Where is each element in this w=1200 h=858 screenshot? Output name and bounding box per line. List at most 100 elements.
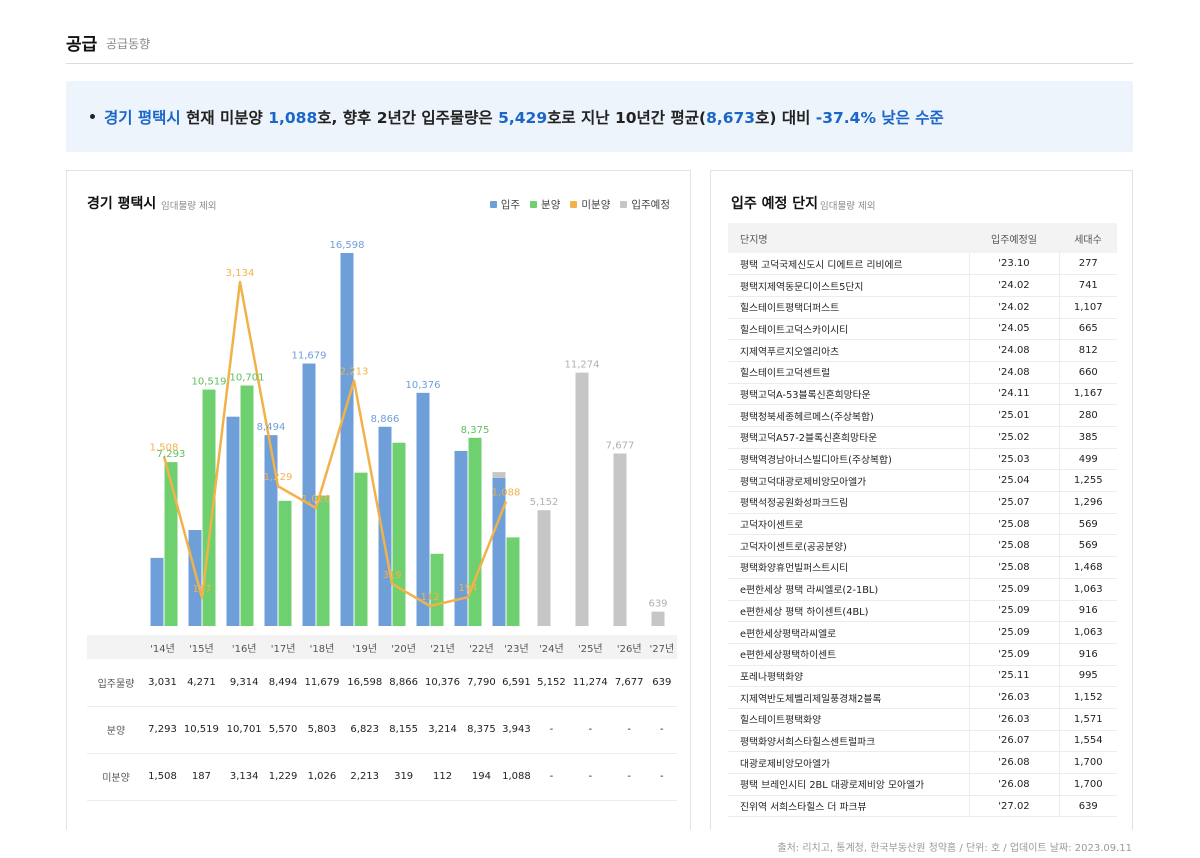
summary-part-3: 호로 지난 10년간 평균(: [547, 109, 707, 127]
project-row: 고덕자이센트로(공공분양) '25.08 569: [728, 534, 1117, 558]
project-row: 평택지제역동문디이스트5단지 '24.02 741: [728, 274, 1117, 297]
year-header: '26년: [611, 635, 647, 659]
project-units: 639: [1059, 795, 1117, 818]
year-header: '21년: [421, 635, 464, 659]
legend-label: 입주예정: [631, 199, 670, 211]
project-row: 진위역 서희스타힐스 더 파크뷰 '27.02 639: [728, 795, 1117, 818]
project-units: 385: [1059, 426, 1117, 449]
data-label-move: 11,679: [292, 351, 327, 362]
legend-item: 미분양: [570, 197, 610, 212]
project-units: 812: [1059, 339, 1117, 362]
table-cell: -: [568, 753, 612, 801]
projects-panel: 입주 예정 단지 임대물량 제외 단지명 입주예정일 세대수 평택 고덕국제신도…: [710, 170, 1133, 830]
project-name: 평택고덕대광로제비앙모아엘가: [728, 469, 970, 493]
data-label-move: 16,598: [330, 240, 365, 251]
data-label-unsold: 319: [382, 570, 401, 581]
table-cell: 6,591: [498, 659, 534, 707]
bar-move: [302, 363, 316, 626]
project-row: 지제역푸르지오엘리아츠 '24.08 812: [728, 339, 1117, 362]
project-row: 평택청북세종헤르메스(주상복합) '25.01 280: [728, 404, 1117, 427]
summary-part-4: 호) 대비: [755, 109, 816, 127]
project-units: 995: [1059, 665, 1117, 688]
project-units: 499: [1059, 448, 1117, 471]
data-label-unsold: 194: [458, 583, 477, 594]
table-cell: 8,866: [386, 659, 422, 707]
table-cell: 112: [421, 753, 464, 801]
legend-item: 입주: [489, 197, 520, 212]
table-cell: 9,314: [222, 659, 266, 707]
project-name: 평택석정공원화성파크드림: [728, 491, 970, 514]
line-unsold: [162, 280, 508, 608]
project-units: 1,700: [1059, 751, 1117, 774]
row-label: 입주물량: [87, 659, 145, 707]
year-header: '17년: [265, 635, 301, 659]
project-row: 힐스테이트고덕센트럴 '24.08 660: [728, 361, 1117, 384]
project-name: 힐스테이트고덕스카이시티: [728, 318, 970, 341]
table-cell: 3,943: [498, 706, 534, 754]
bar-move: [226, 416, 240, 626]
legend-item: 분양: [530, 197, 560, 212]
summary-average: 8,673: [706, 109, 756, 127]
table-cell: -: [611, 706, 647, 754]
data-label-unsold: 187: [192, 584, 211, 595]
table-cell: 4,271: [180, 659, 223, 707]
project-date: '26.07: [969, 730, 1060, 753]
table-row: 분양 7,293 10,519 10,701 5,570 5,803 6,823 8,155 3…: [87, 706, 677, 754]
data-label-plan: 7,677: [606, 440, 635, 451]
legend-swatch: [489, 201, 497, 208]
project-date: '25.07: [969, 491, 1060, 514]
table-cell: 1,088: [498, 753, 534, 801]
table-cell: -: [533, 753, 569, 801]
bar-move: [454, 450, 468, 626]
bar-move: [416, 392, 430, 626]
table-cell: 8,494: [265, 659, 301, 707]
project-name: 지제역반도체벨리제일풍경채2블록: [728, 686, 970, 709]
project-row: 평택고덕대광로제비앙모아엘가 '25.04 1,255: [728, 469, 1117, 493]
legend-swatch: [620, 201, 628, 208]
year-header: '22년: [463, 635, 499, 659]
table-cell: -: [646, 753, 677, 801]
table-cell: -: [646, 706, 677, 754]
project-date: '25.01: [969, 404, 1060, 427]
project-units: 660: [1059, 361, 1117, 384]
project-date: '24.05: [969, 318, 1060, 341]
bar-sale: [468, 437, 482, 626]
year-header: '20년: [386, 635, 422, 659]
table-header-row: '14년 '15년 '16년 '17년 '18년 '19년 '20년 '21년 '22년 '23년…: [87, 635, 677, 659]
project-units: 1,107: [1059, 296, 1117, 319]
bar-move: [150, 557, 164, 626]
project-date: '26.03: [969, 686, 1060, 709]
project-date: '24.11: [969, 383, 1060, 406]
page-header: 공급 공급동향: [66, 28, 1133, 64]
project-row: 힐스테이트평택화양 '26.03 1,571: [728, 708, 1117, 731]
bar-move: [492, 477, 506, 626]
project-date: '25.11: [969, 665, 1060, 688]
project-date: '24.02: [969, 296, 1060, 319]
legend-swatch: [570, 201, 578, 208]
data-label-unsold: 2,213: [340, 367, 369, 378]
project-date: '25.08: [969, 534, 1060, 558]
table-cell: 10,519: [180, 706, 223, 754]
bar-sale: [240, 385, 254, 626]
project-name: e편한세상평택라씨엘로: [728, 621, 970, 644]
page-subtitle: 공급동향: [106, 37, 151, 51]
project-date: '25.09: [969, 621, 1060, 644]
project-name: 힐스테이트평택화양: [728, 708, 970, 731]
data-label-sale: 10,701: [230, 373, 265, 384]
bar-sale: [354, 472, 368, 626]
project-name: e편한세상 평택 하이센트(4BL): [728, 600, 970, 623]
project-row: e편한세상 평택 라씨엘로(2-1BL) '25.09 1,063: [728, 578, 1117, 601]
chart-title: 경기 평택시: [87, 196, 157, 212]
project-date: '26.03: [969, 708, 1060, 731]
data-label-unsold: 1,026: [302, 494, 331, 505]
bar-move: [340, 253, 354, 626]
table-cell: 5,570: [265, 706, 301, 754]
bar-sale: [430, 553, 444, 626]
project-row: e편한세상평택하이센트 '25.09 916: [728, 643, 1117, 666]
project-name: 힐스테이트평택더퍼스트: [728, 296, 970, 319]
project-units: 569: [1059, 534, 1117, 558]
table-cell: 10,701: [222, 706, 266, 754]
project-name: 평택지제역동문디이스트5단지: [728, 274, 970, 297]
project-units: 1,468: [1059, 556, 1117, 579]
bar-sale: [506, 537, 520, 626]
